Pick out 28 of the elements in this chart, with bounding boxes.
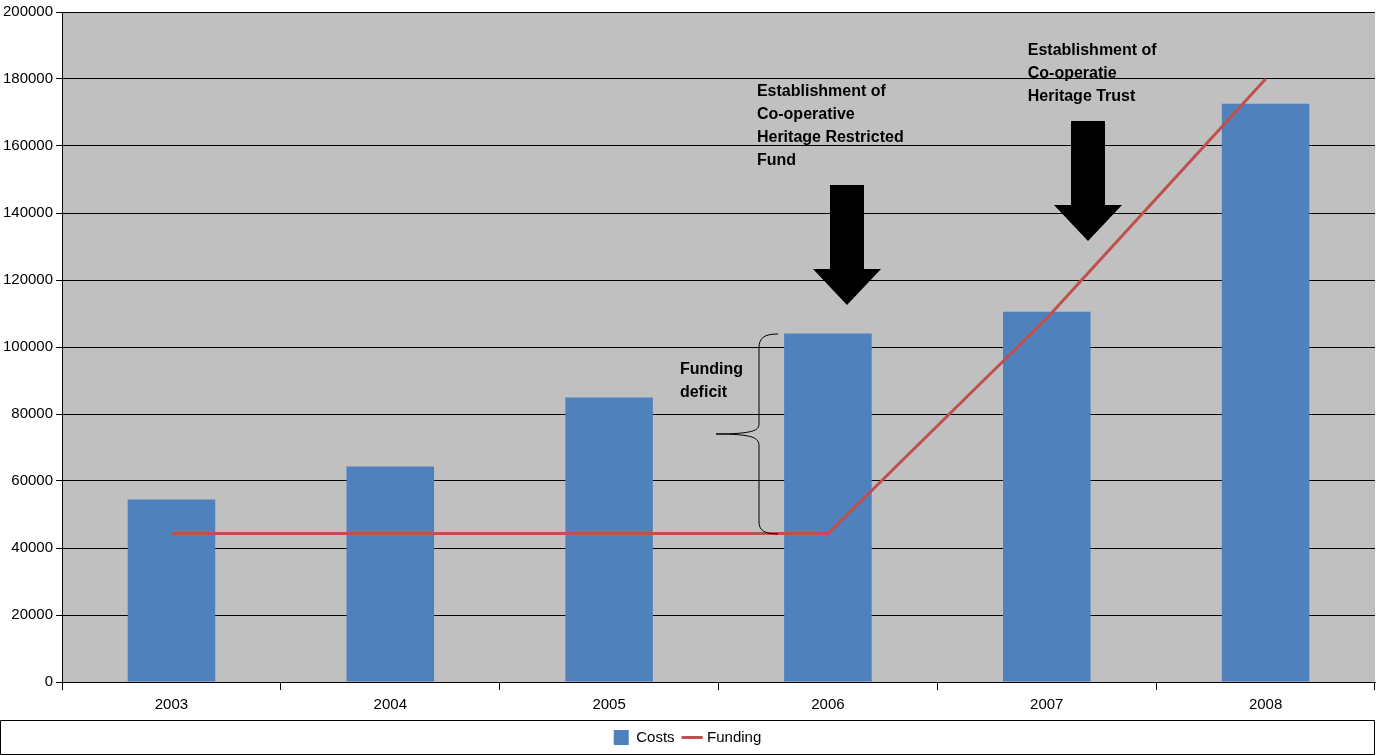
bar (1003, 311, 1091, 682)
bar (1221, 103, 1310, 682)
y-tick-label: 80000 (11, 404, 54, 422)
y-tick-label: 120000 (2, 270, 54, 288)
y-tick-label: 0 (44, 672, 54, 690)
x-tick-label: 2008 (1248, 695, 1283, 713)
y-tick-label: 40000 (11, 538, 54, 556)
y-tick-label: 20000 (11, 605, 54, 623)
bar (565, 397, 653, 682)
annotation: Establishment of Co-operative Heritage Restricted Fund (756, 81, 904, 168)
bar (346, 466, 435, 682)
annotation: Establishment of Co-operatie Heritage Trust (1027, 40, 1158, 104)
y-tick-label: 140000 (2, 203, 54, 221)
bar (127, 499, 216, 682)
y-tick-label: 180000 (2, 69, 54, 87)
legend-label: Costs (636, 727, 675, 745)
x-tick-label: 2006 (811, 695, 845, 713)
y-tick-label: 60000 (11, 471, 54, 489)
legend-label: Funding (707, 727, 762, 745)
y-tick-label: 160000 (2, 136, 54, 154)
annotation: Funding deficit (679, 359, 744, 400)
x-tick-label: 2007 (1030, 695, 1064, 713)
bar (784, 333, 872, 682)
y-tick-label: 200000 (2, 2, 54, 20)
x-tick-label: 2004 (373, 695, 407, 713)
x-tick-label: 2003 (154, 695, 189, 713)
x-tick-label: 2005 (592, 695, 626, 713)
y-tick-label: 100000 (2, 337, 54, 355)
